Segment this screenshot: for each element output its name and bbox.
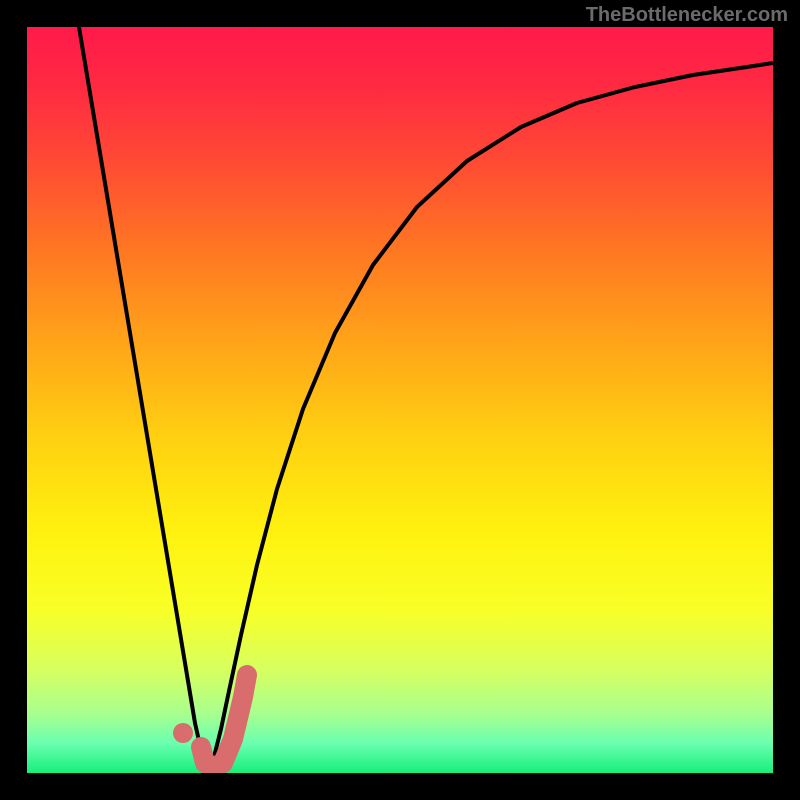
plot-area bbox=[27, 27, 773, 773]
chart-container: TheBottlenecker.com bbox=[0, 0, 800, 800]
chart-overlay bbox=[27, 27, 773, 773]
bottleneck-curve bbox=[79, 27, 773, 769]
marker-dot bbox=[173, 723, 193, 743]
watermark-text: TheBottlenecker.com bbox=[586, 4, 788, 27]
